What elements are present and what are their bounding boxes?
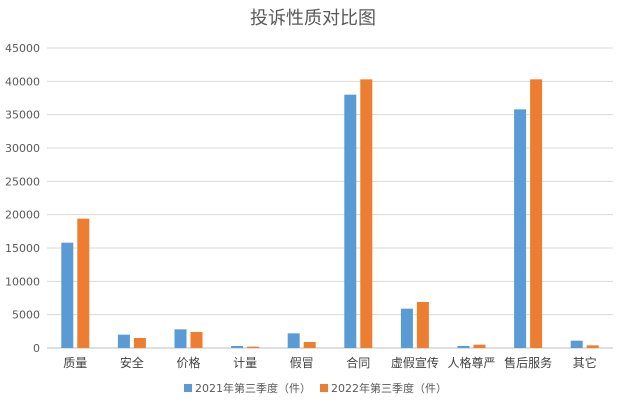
chart-title: 投诉性质对比图 — [250, 8, 376, 29]
x-tick-label: 计量 — [233, 356, 257, 370]
bar — [231, 346, 244, 348]
bar — [457, 346, 470, 348]
bar — [530, 79, 543, 348]
y-tick-label: 20000 — [5, 209, 40, 222]
y-tick-label: 30000 — [5, 142, 40, 155]
legend-swatch — [184, 384, 192, 392]
bars — [61, 79, 599, 349]
legend-swatch — [320, 384, 328, 392]
x-tick-label: 安全 — [120, 355, 144, 370]
x-tick-label: 质量 — [63, 356, 87, 370]
bar — [174, 329, 187, 348]
y-tick-label: 15000 — [5, 242, 40, 255]
bar — [133, 338, 146, 348]
y-tick-label: 10000 — [5, 275, 40, 288]
bar — [344, 94, 357, 349]
bar — [117, 334, 130, 348]
y-tick-label: 5000 — [12, 309, 40, 322]
bar — [473, 344, 486, 348]
y-tick-label: 40000 — [5, 75, 40, 88]
bar — [77, 218, 90, 348]
bar — [586, 345, 599, 348]
bar — [400, 308, 413, 348]
x-tick-label: 虚假宣传 — [391, 355, 439, 370]
x-tick-label: 价格 — [176, 355, 200, 370]
x-tick-label: 假冒 — [290, 356, 314, 370]
bar — [190, 332, 203, 348]
x-axis: 质量 安全 价格 计量 假冒 合同 虚假宣传 人格尊严 售后服务 其它 — [63, 355, 596, 370]
legend-label: 2021年第三季度（件） — [195, 381, 311, 395]
y-tick-label: 45000 — [5, 42, 40, 55]
bar — [61, 242, 74, 348]
x-tick-label: 其它 — [573, 355, 597, 370]
y-axis: 0 5000 10000 15000 20000 25000 30000 35000 40000… — [5, 42, 40, 355]
y-tick-label: 0 — [33, 342, 40, 355]
bar — [514, 109, 527, 348]
bar — [247, 346, 260, 348]
x-tick-label: 合同 — [346, 355, 370, 370]
bar — [287, 333, 300, 348]
bar — [360, 79, 373, 348]
legend-label: 2022年第三季度（件） — [331, 381, 447, 395]
x-tick-label: 人格尊严 — [447, 355, 495, 370]
legend: 2021年第三季度（件） 2022年第三季度（件） — [184, 381, 447, 395]
y-tick-label: 35000 — [5, 109, 40, 122]
x-tick-label: 售后服务 — [504, 355, 552, 370]
bar — [303, 342, 316, 348]
bar — [570, 340, 583, 348]
y-tick-label: 25000 — [5, 175, 40, 188]
bar — [416, 302, 429, 348]
gridlines — [47, 47, 613, 349]
